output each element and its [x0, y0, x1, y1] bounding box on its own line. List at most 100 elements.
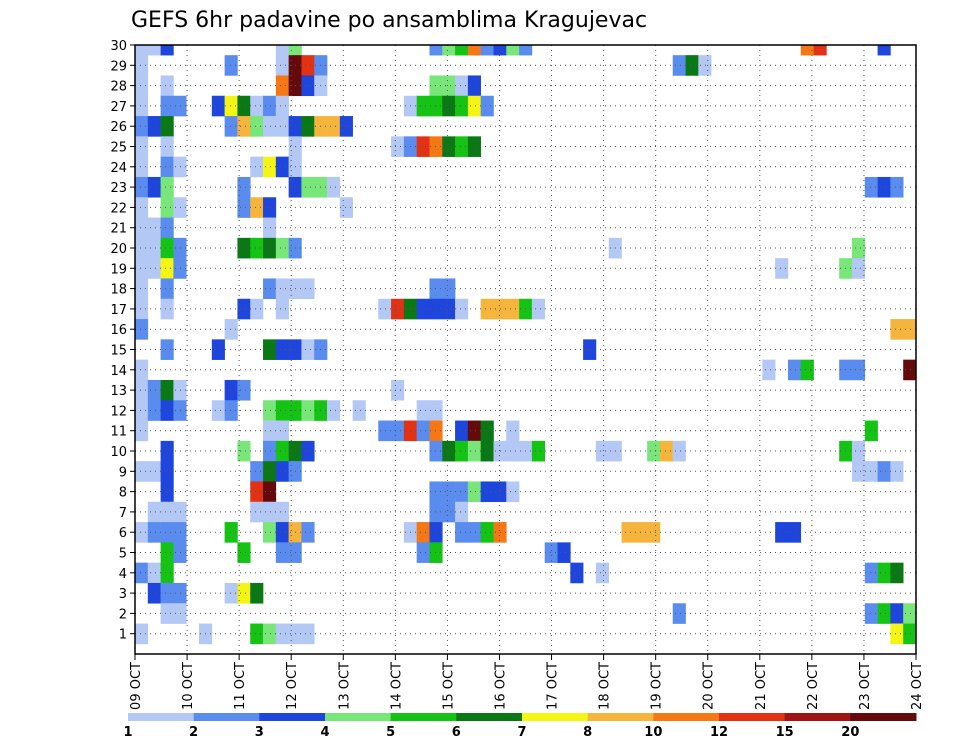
- colorbar-swatch: [587, 713, 654, 721]
- y-tick-label: 28: [110, 80, 127, 95]
- heatmap-cell: [160, 501, 174, 523]
- heatmap-cell: [173, 156, 187, 178]
- heatmap-cell: [301, 176, 315, 198]
- heatmap-cell: [135, 400, 149, 421]
- heatmap-cell: [160, 258, 174, 279]
- heatmap-cell: [301, 339, 315, 360]
- heatmap-cell: [160, 45, 174, 56]
- heatmap-cell: [890, 603, 904, 624]
- y-tick-label: 11: [110, 425, 127, 440]
- heatmap-cell: [263, 339, 277, 360]
- heatmap-cell: [160, 582, 174, 604]
- heatmap-cell: [903, 319, 917, 340]
- heatmap-cell: [442, 440, 456, 462]
- colorbar-label: 7: [517, 725, 526, 740]
- heatmap-cell: [135, 298, 149, 320]
- heatmap-cell: [787, 359, 802, 381]
- heatmap-cell: [416, 522, 430, 543]
- heatmap-cell: [275, 95, 289, 117]
- heatmap-cell: [263, 461, 277, 482]
- heatmap-cell: [250, 237, 264, 259]
- heatmap-cell: [263, 481, 277, 503]
- heatmap-cell: [800, 359, 814, 381]
- colorbar-swatch: [259, 713, 326, 721]
- heatmap-cell: [467, 136, 481, 157]
- colorbar-label: 2: [189, 725, 198, 740]
- heatmap-cell: [224, 116, 238, 137]
- heatmap-cell: [147, 379, 161, 401]
- colorbar-label: 12: [710, 725, 728, 740]
- y-tick-label: 26: [110, 120, 127, 135]
- y-axis: 1234567891011121314151617181920212223242…: [110, 39, 135, 643]
- heatmap-cell: [135, 197, 149, 218]
- heatmap-cell: [480, 522, 494, 543]
- heatmap-cell: [160, 75, 174, 97]
- heatmap-cell: [851, 359, 866, 381]
- heatmap-cell: [455, 420, 469, 442]
- heatmap-cell: [160, 542, 174, 563]
- heatmap-cell: [173, 197, 187, 218]
- heatmap-cell: [250, 461, 264, 482]
- heatmap-cell: [263, 522, 277, 543]
- heatmap-cell: [263, 95, 277, 117]
- heatmap-cell: [147, 237, 161, 259]
- heatmap-cell: [237, 379, 251, 401]
- heatmap-cell: [263, 400, 277, 421]
- heatmap-cell: [135, 116, 149, 137]
- colorbar-label: 6: [452, 725, 461, 740]
- x-tick-label: 12 OCT: [285, 662, 300, 710]
- heatmap-cell: [480, 420, 494, 442]
- colorbar-swatch: [653, 713, 720, 721]
- heatmap-cell: [135, 379, 149, 401]
- heatmap-cell: [903, 623, 917, 645]
- colorbar-label: 20: [841, 725, 859, 740]
- heatmap-cell: [250, 501, 264, 523]
- heatmap-cell: [557, 542, 571, 563]
- heatmap-cell: [672, 440, 686, 462]
- heatmap-cell: [506, 420, 520, 442]
- y-tick-label: 8: [119, 486, 127, 501]
- heatmap-cell: [877, 461, 891, 482]
- x-tick-label: 17 OCT: [546, 662, 561, 710]
- heatmap-cell: [224, 319, 238, 340]
- heatmap-cell: [173, 237, 187, 259]
- colorbar-swatch: [128, 713, 195, 721]
- heatmap-cell: [762, 359, 776, 381]
- heatmap-cell: [147, 562, 161, 584]
- heatmap-cell: [147, 217, 161, 239]
- x-tick-label: 16 OCT: [493, 662, 508, 710]
- heatmap-cell: [890, 623, 904, 645]
- heatmap-cell: [160, 481, 174, 503]
- heatmap-cell: [173, 603, 187, 624]
- heatmap-cell: [263, 501, 277, 523]
- heatmap-cell: [455, 481, 469, 503]
- y-tick-label: 20: [110, 242, 127, 257]
- heatmap-cell: [416, 420, 430, 442]
- heatmap-cell: [429, 542, 443, 563]
- heatmap-cell: [275, 116, 289, 137]
- heatmap-cell: [160, 603, 174, 624]
- y-tick-label: 27: [110, 100, 127, 115]
- heatmap-cell: [135, 136, 149, 157]
- heatmap-cell: [864, 562, 878, 584]
- heatmap-cell: [160, 95, 174, 117]
- heatmap-cell: [416, 542, 430, 563]
- x-tick-label: 13 OCT: [337, 662, 352, 710]
- colorbar-swatch: [522, 713, 589, 721]
- heatmap-cell: [429, 298, 443, 320]
- heatmap-cell: [775, 522, 789, 543]
- heatmap-cell: [480, 95, 494, 117]
- heatmap-cell: [429, 501, 443, 523]
- heatmap-cell: [237, 298, 251, 320]
- heatmap-cell: [263, 116, 277, 137]
- colorbar-label: 8: [583, 725, 592, 740]
- heatmap-cell: [160, 562, 174, 584]
- heatmap-cell: [275, 278, 289, 300]
- heatmap-cell: [429, 75, 443, 97]
- heatmap-cell: [160, 461, 174, 482]
- grid-lines: [135, 45, 916, 654]
- heatmap-cell: [135, 461, 149, 482]
- heatmap-cell: [301, 75, 315, 97]
- heatmap-cell: [147, 258, 161, 279]
- y-tick-label: 10: [110, 445, 127, 460]
